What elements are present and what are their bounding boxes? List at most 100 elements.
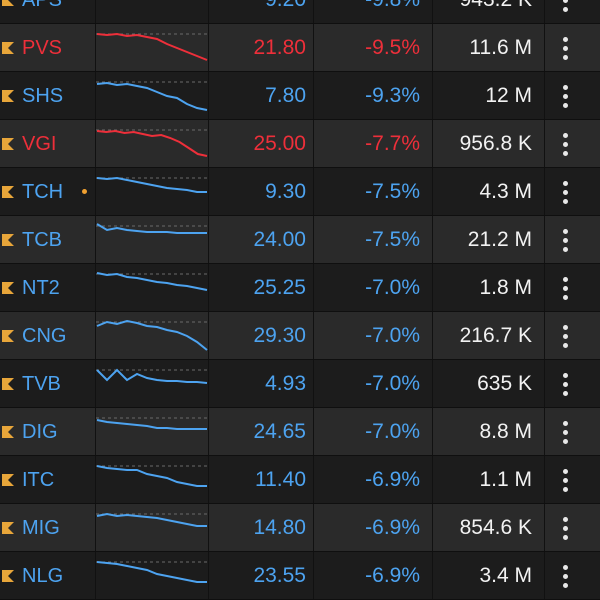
column-divider — [208, 264, 209, 311]
column-divider — [313, 72, 314, 119]
stock-symbol: VGI — [22, 133, 57, 155]
stock-row[interactable]: NLG 23.55 -6.9% 3.4 M — [0, 552, 600, 600]
column-divider — [95, 264, 96, 311]
more-vertical-icon[interactable] — [544, 552, 600, 599]
menu-dot — [563, 391, 568, 396]
column-divider — [208, 456, 209, 503]
more-vertical-icon[interactable] — [544, 168, 600, 215]
price-sparkline — [96, 176, 208, 193]
column-divider — [95, 168, 96, 215]
column-divider — [432, 456, 433, 503]
stock-row[interactable]: TVB 4.93 -7.0% 635 K — [0, 360, 600, 408]
column-divider — [95, 504, 96, 551]
price-sparkline — [96, 0, 208, 20]
trade-volume: 3.4 M — [479, 564, 532, 587]
more-vertical-icon[interactable] — [544, 360, 600, 407]
more-vertical-icon[interactable] — [544, 408, 600, 455]
bookmark-flag-icon[interactable] — [2, 474, 14, 486]
bookmark-flag-icon[interactable] — [2, 0, 14, 6]
bookmark-flag-icon[interactable] — [2, 378, 14, 390]
menu-dot — [563, 0, 568, 3]
column-divider — [313, 24, 314, 71]
bookmark-flag-icon[interactable] — [2, 138, 14, 150]
percent-change: -7.0% — [365, 420, 420, 443]
stock-row[interactable]: MIG 14.80 -6.9% 854.6 K — [0, 504, 600, 552]
bookmark-flag-icon[interactable] — [2, 282, 14, 294]
stock-row[interactable]: ITC 11.40 -6.9% 1.1 M — [0, 456, 600, 504]
percent-change: -7.0% — [365, 372, 420, 395]
trade-volume: 12 M — [485, 84, 532, 107]
percent-change: -7.7% — [365, 132, 420, 155]
percent-change: -7.0% — [365, 324, 420, 347]
menu-dot — [563, 133, 568, 138]
column-divider — [432, 0, 433, 23]
menu-dot — [563, 295, 568, 300]
stock-row[interactable]: DIG 24.65 -7.0% 8.8 M — [0, 408, 600, 456]
bookmark-flag-icon[interactable] — [2, 426, 14, 438]
more-vertical-icon[interactable] — [544, 456, 600, 503]
bookmark-flag-icon[interactable] — [2, 234, 14, 246]
stock-symbol: PVS — [22, 37, 63, 59]
menu-dot — [563, 517, 568, 522]
sparkline-series — [96, 223, 207, 234]
stock-row[interactable]: TCB 24.00 -7.5% 21.2 M — [0, 216, 600, 264]
trade-volume: 635 K — [477, 372, 532, 395]
column-divider — [95, 360, 96, 407]
menu-dot — [563, 487, 568, 492]
last-price: 24.00 — [253, 228, 306, 251]
more-vertical-icon[interactable] — [544, 312, 600, 359]
more-vertical-icon[interactable] — [544, 264, 600, 311]
menu-dot — [563, 574, 568, 579]
bookmark-flag-icon[interactable] — [2, 186, 14, 198]
menu-dot — [563, 478, 568, 483]
price-sparkline — [96, 272, 208, 291]
stock-row[interactable]: TCH 9.30 -7.5% 4.3 M — [0, 168, 600, 216]
column-divider — [208, 504, 209, 551]
column-divider — [95, 120, 96, 167]
bookmark-flag-icon[interactable] — [2, 330, 14, 342]
stock-symbol: MIG — [22, 517, 60, 539]
menu-dot — [563, 421, 568, 426]
bookmark-flag-icon[interactable] — [2, 90, 14, 102]
stock-row[interactable]: SHS 7.80 -9.3% 12 M — [0, 72, 600, 120]
menu-dot — [563, 199, 568, 204]
more-vertical-icon[interactable] — [544, 72, 600, 119]
price-sparkline — [96, 417, 208, 430]
menu-dot — [563, 343, 568, 348]
more-vertical-icon[interactable] — [544, 120, 600, 167]
stock-row[interactable]: PVS 21.80 -9.5% 11.6 M — [0, 24, 600, 72]
percent-change: -7.5% — [365, 228, 420, 251]
column-divider — [432, 360, 433, 407]
stock-row[interactable]: NT2 25.25 -7.0% 1.8 M — [0, 264, 600, 312]
stock-symbol: SHS — [22, 85, 64, 107]
menu-dot — [563, 382, 568, 387]
bookmark-flag-icon[interactable] — [2, 522, 14, 534]
column-divider — [208, 552, 209, 599]
more-vertical-icon[interactable] — [544, 504, 600, 551]
menu-dot — [563, 55, 568, 60]
trade-volume: 943.2 K — [425, 0, 532, 12]
bookmark-flag-icon[interactable] — [2, 570, 14, 582]
trade-volume: 11.6 M — [469, 36, 532, 59]
menu-dot — [563, 247, 568, 252]
price-sparkline — [96, 465, 208, 487]
stock-row[interactable]: VGI 25.00 -7.7% 956.8 K — [0, 120, 600, 168]
more-vertical-icon[interactable] — [544, 216, 600, 263]
menu-dot — [563, 85, 568, 90]
stock-symbol: TVB — [22, 373, 61, 395]
sparkline-series — [96, 32, 208, 61]
bookmark-flag-icon[interactable] — [2, 42, 14, 54]
stock-row[interactable]: APS 9.20 -9.8% 943.2 K — [0, 0, 600, 24]
more-vertical-icon[interactable] — [544, 0, 600, 23]
stock-symbol: APS — [22, 0, 63, 11]
sparkline-series — [96, 272, 208, 291]
stock-row[interactable]: CNG 29.30 -7.0% 216.7 K — [0, 312, 600, 360]
column-divider — [432, 216, 433, 263]
last-price: 23.55 — [253, 564, 306, 587]
last-price: 24.65 — [253, 420, 306, 443]
price-sparkline — [96, 368, 208, 384]
last-price: 25.25 — [253, 276, 306, 299]
menu-dot — [563, 373, 568, 378]
menu-dot — [563, 535, 568, 540]
more-vertical-icon[interactable] — [544, 24, 600, 71]
